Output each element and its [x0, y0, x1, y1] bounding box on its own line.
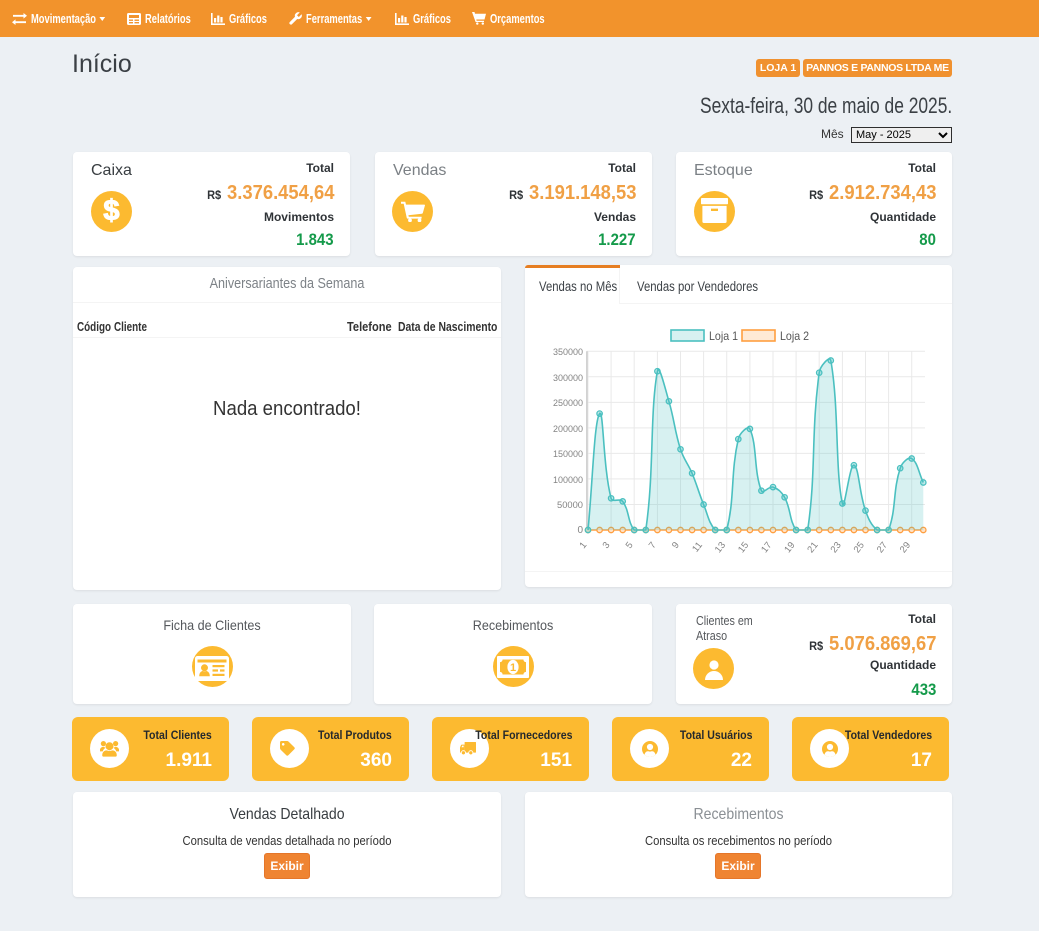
svg-text:11: 11 [690, 540, 705, 555]
svg-text:Loja 2: Loja 2 [780, 329, 809, 343]
svg-text:1: 1 [577, 540, 589, 551]
svg-text:7: 7 [647, 540, 659, 551]
svg-text:200000: 200000 [553, 424, 583, 435]
svg-text:Loja 1: Loja 1 [709, 329, 738, 343]
svg-text:27: 27 [875, 540, 890, 555]
svg-text:17: 17 [759, 540, 774, 555]
svg-text:300000: 300000 [553, 373, 583, 384]
svg-text:13: 13 [713, 540, 728, 555]
svg-text:250000: 250000 [553, 398, 583, 409]
svg-text:23: 23 [829, 540, 844, 555]
svg-text:1: 1 [510, 662, 516, 674]
svg-text:5: 5 [624, 540, 636, 551]
svg-text:25: 25 [852, 540, 867, 555]
svg-text:100000: 100000 [553, 475, 583, 486]
svg-text:350000: 350000 [553, 347, 583, 358]
svg-text:0: 0 [577, 525, 583, 536]
svg-text:50000: 50000 [557, 500, 583, 511]
svg-text:150000: 150000 [553, 449, 583, 460]
svg-text:9: 9 [670, 540, 682, 551]
svg-text:3: 3 [601, 540, 613, 551]
svg-text:19: 19 [782, 540, 797, 555]
svg-text:21: 21 [805, 540, 820, 555]
svg-text:15: 15 [736, 540, 751, 555]
svg-text:29: 29 [898, 540, 913, 555]
